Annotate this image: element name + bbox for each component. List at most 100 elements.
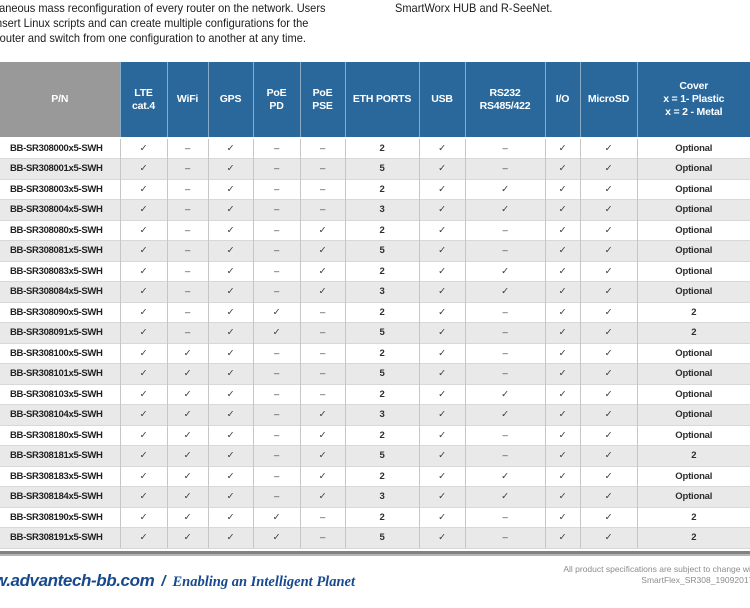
column-header-wifi: WiFi bbox=[167, 62, 209, 139]
footer-note-line: SmartFlex_SR308_19092017d bbox=[641, 575, 750, 585]
dash-cell: – bbox=[167, 158, 209, 179]
part-number-cell: BB-SR308004x5-SWH bbox=[0, 199, 121, 220]
check-cell: ✓ bbox=[120, 445, 168, 466]
table-row: BB-SR308190x5-SWH ✓ ✓ ✓ ✓ –2 ✓ – ✓ ✓ 2 bbox=[0, 506, 750, 528]
check-cell: ✓ bbox=[580, 363, 638, 384]
check-cell: ✓ bbox=[120, 199, 168, 220]
column-header-eth-ports: ETH PORTS bbox=[345, 62, 420, 139]
value-cell: 3 bbox=[345, 281, 420, 302]
dash-cell: – bbox=[253, 404, 301, 425]
check-cell: ✓ bbox=[167, 506, 209, 528]
check-cell: ✓ bbox=[300, 424, 346, 446]
value-cell: 2 bbox=[637, 322, 750, 343]
part-number-cell: BB-SR308001x5-SWH bbox=[0, 158, 121, 179]
value-cell: 2 bbox=[345, 465, 420, 487]
column-header-poe-pse: PoE PSE bbox=[300, 62, 346, 139]
check-cell: ✓ bbox=[545, 178, 581, 200]
value-cell: 2 bbox=[345, 506, 420, 528]
check-cell: ✓ bbox=[419, 281, 466, 302]
part-number-cell: BB-SR308100x5-SWH bbox=[0, 342, 121, 364]
value-cell: 2 bbox=[345, 301, 420, 323]
value-cell: 2 bbox=[345, 178, 420, 200]
dash-cell: – bbox=[253, 383, 301, 405]
check-cell: ✓ bbox=[120, 260, 168, 282]
check-cell: ✓ bbox=[300, 486, 346, 507]
check-cell: ✓ bbox=[120, 301, 168, 323]
dash-cell: – bbox=[167, 301, 209, 323]
dash-cell: – bbox=[465, 240, 546, 261]
check-cell: ✓ bbox=[419, 137, 466, 159]
dash-cell: – bbox=[253, 199, 301, 220]
intro-line: nsert Linux scripts and can create multi… bbox=[0, 16, 309, 30]
check-cell: ✓ bbox=[419, 527, 466, 549]
value-cell: 5 bbox=[345, 445, 420, 466]
value-cell: Optional bbox=[637, 342, 750, 364]
dash-cell: – bbox=[253, 424, 301, 446]
value-cell: Optional bbox=[637, 465, 750, 487]
table-row: BB-SR308184x5-SWH ✓ ✓ ✓ – ✓ 3 ✓ ✓ ✓ ✓ Optional bbox=[0, 486, 750, 507]
check-cell: ✓ bbox=[300, 219, 346, 241]
check-cell: ✓ bbox=[208, 465, 254, 487]
part-number-cell: BB-SR308180x5-SWH bbox=[0, 424, 121, 446]
check-cell: ✓ bbox=[167, 342, 209, 364]
dash-cell: – bbox=[300, 527, 346, 549]
value-cell: 2 bbox=[345, 424, 420, 446]
check-cell: ✓ bbox=[120, 137, 168, 159]
check-cell: ✓ bbox=[580, 301, 638, 323]
check-cell: ✓ bbox=[580, 260, 638, 282]
column-header-microsd: MicroSD bbox=[580, 62, 638, 139]
value-cell: 2 bbox=[345, 137, 420, 159]
dash-cell: – bbox=[465, 301, 546, 323]
check-cell: ✓ bbox=[208, 178, 254, 200]
dash-cell: – bbox=[465, 363, 546, 384]
check-cell: ✓ bbox=[419, 383, 466, 405]
check-cell: ✓ bbox=[580, 158, 638, 179]
check-cell: ✓ bbox=[208, 137, 254, 159]
check-cell: ✓ bbox=[419, 219, 466, 241]
table-row: BB-SR308104x5-SWH ✓ ✓ ✓ – ✓ 3 ✓ ✓ ✓ ✓ Optional bbox=[0, 404, 750, 425]
check-cell: ✓ bbox=[120, 240, 168, 261]
check-cell: ✓ bbox=[419, 342, 466, 364]
check-cell: ✓ bbox=[419, 158, 466, 179]
check-cell: ✓ bbox=[465, 465, 546, 487]
value-cell: Optional bbox=[637, 137, 750, 159]
check-cell: ✓ bbox=[208, 506, 254, 528]
dash-cell: – bbox=[465, 342, 546, 364]
check-cell: ✓ bbox=[167, 404, 209, 425]
header-row: P/N LTE cat.4 WiFi GPS PoE PD PoE PSE ET… bbox=[0, 62, 750, 139]
check-cell: ✓ bbox=[208, 219, 254, 241]
check-cell: ✓ bbox=[465, 178, 546, 200]
check-cell: ✓ bbox=[208, 240, 254, 261]
value-cell: Optional bbox=[637, 260, 750, 282]
table-row: BB-SR308100x5-SWH ✓ ✓ ✓ – –2 ✓ – ✓ ✓ Optional bbox=[0, 342, 750, 364]
website-link[interactable]: w.advantech-bb.com bbox=[0, 571, 155, 590]
value-cell: Optional bbox=[637, 240, 750, 261]
dash-cell: – bbox=[167, 178, 209, 200]
check-cell: ✓ bbox=[419, 424, 466, 446]
dash-cell: – bbox=[253, 240, 301, 261]
check-cell: ✓ bbox=[545, 486, 581, 507]
footer-branding: w.advantech-bb.com / Enabling an Intellige… bbox=[0, 571, 355, 591]
dash-cell: – bbox=[465, 322, 546, 343]
part-number-cell: BB-SR308080x5-SWH bbox=[0, 219, 121, 241]
table-row: BB-SR308103x5-SWH ✓ ✓ ✓ – –2 ✓ ✓ ✓ ✓ Optional bbox=[0, 383, 750, 405]
spec-table-body: BB-SR308000x5-SWH ✓ – ✓ – –2 ✓ – ✓ ✓ Optional BB-SR… bbox=[0, 137, 750, 549]
value-cell: 2 bbox=[345, 260, 420, 282]
dash-cell: – bbox=[300, 342, 346, 364]
check-cell: ✓ bbox=[120, 363, 168, 384]
part-number-cell: BB-SR308090x5-SWH bbox=[0, 301, 121, 323]
dash-cell: – bbox=[300, 137, 346, 159]
check-cell: ✓ bbox=[580, 486, 638, 507]
intro-paragraph-left: taneous mass reconfiguration of every ro… bbox=[0, 1, 382, 46]
value-cell: Optional bbox=[637, 178, 750, 200]
check-cell: ✓ bbox=[120, 322, 168, 343]
check-cell: ✓ bbox=[120, 178, 168, 200]
table-row: BB-SR308001x5-SWH ✓ – ✓ – –5 ✓ – ✓ ✓ Optional bbox=[0, 158, 750, 179]
value-cell: 2 bbox=[637, 445, 750, 466]
table-row: BB-SR308081x5-SWH ✓ – ✓ – ✓ 5 ✓ – ✓ ✓ Optional bbox=[0, 240, 750, 261]
value-cell: 3 bbox=[345, 404, 420, 425]
dash-cell: – bbox=[167, 260, 209, 282]
table-row: BB-SR308000x5-SWH ✓ – ✓ – –2 ✓ – ✓ ✓ Optional bbox=[0, 137, 750, 159]
check-cell: ✓ bbox=[253, 301, 301, 323]
value-cell: 5 bbox=[345, 158, 420, 179]
